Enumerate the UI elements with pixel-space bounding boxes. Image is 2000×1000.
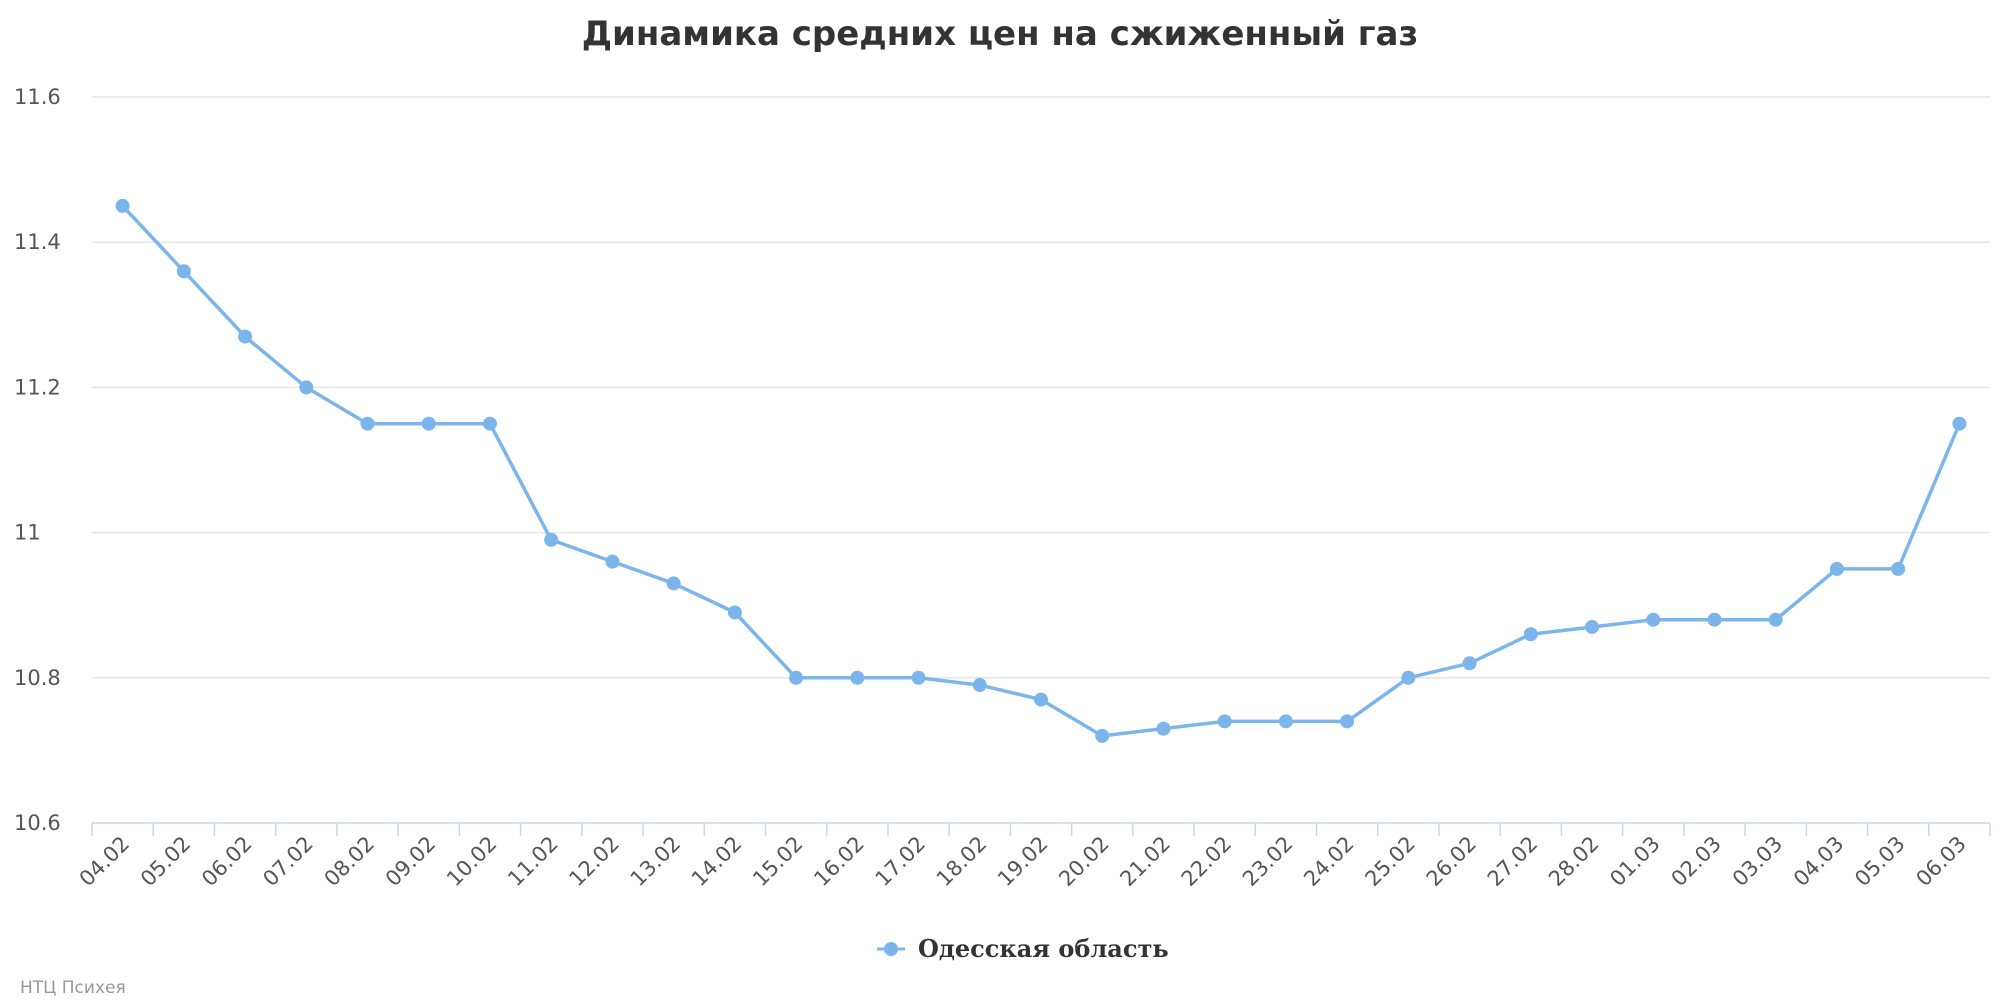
data-point[interactable] (1952, 416, 1967, 431)
x-tick-label: 17.02 (871, 832, 930, 891)
data-point[interactable] (1401, 670, 1416, 685)
x-tick-label: 15.02 (748, 832, 807, 891)
series-odessa[interactable] (115, 198, 1967, 743)
data-point[interactable] (1707, 612, 1722, 627)
x-tick-label: 18.02 (932, 832, 991, 891)
x-tick-label: 05.02 (136, 832, 195, 891)
data-point[interactable] (1646, 612, 1661, 627)
x-tick-label: 04.03 (1789, 832, 1848, 891)
series-line[interactable] (120, 204, 1962, 738)
data-point[interactable] (972, 678, 987, 693)
credit-label[interactable]: НТЦ Психея (20, 978, 126, 998)
data-point[interactable] (666, 576, 681, 591)
data-point[interactable] (115, 198, 130, 213)
x-tick-label: 21.02 (1116, 832, 1175, 891)
x-tick-label: 09.02 (381, 832, 440, 891)
y-tick-label: 11.4 (14, 230, 61, 254)
x-tick-label: 23.02 (1238, 832, 1297, 891)
data-point[interactable] (850, 670, 865, 685)
legend-label[interactable]: Одесская область (918, 934, 1169, 963)
grid-lines (92, 96, 1990, 679)
data-point[interactable] (1217, 714, 1232, 729)
data-point[interactable] (1523, 627, 1538, 642)
x-tick-label: 10.02 (442, 832, 501, 891)
data-point[interactable] (605, 554, 620, 569)
x-tick-label: 07.02 (258, 832, 317, 891)
data-point[interactable] (1034, 692, 1048, 707)
chart-title: Динамика средних цен на сжиженный газ (582, 14, 1419, 54)
x-tick-label: 02.03 (1667, 832, 1726, 891)
x-tick-label: 08.02 (320, 832, 379, 891)
data-point[interactable] (544, 532, 559, 547)
data-point[interactable] (482, 416, 497, 431)
data-point[interactable] (238, 329, 253, 344)
x-tick-label: 26.02 (1422, 832, 1481, 891)
y-tick-label: 10.6 (14, 811, 61, 835)
x-tick-label: 11.02 (503, 832, 562, 891)
y-tick-label: 11 (14, 521, 41, 545)
x-tick-label: 16.02 (809, 832, 868, 891)
x-tick-label: 20.02 (1054, 832, 1113, 891)
data-point[interactable] (1585, 619, 1600, 634)
x-tick-label: 24.02 (1299, 832, 1358, 891)
x-tick-label: 14.02 (687, 832, 746, 891)
x-tick-label: 04.02 (75, 832, 134, 891)
data-point[interactable] (1340, 714, 1355, 729)
x-tick-label: 13.02 (626, 832, 685, 891)
x-tick-label: 05.03 (1850, 832, 1909, 891)
data-point[interactable] (911, 670, 926, 685)
y-axis: 10.6 10.8 11 11.2 11.4 11.6 (14, 85, 61, 835)
data-point[interactable] (176, 264, 191, 279)
data-point[interactable] (1095, 728, 1110, 743)
x-tick-label: 01.03 (1605, 832, 1664, 891)
x-tick-label: 28.02 (1544, 832, 1603, 891)
x-tick-label: 06.03 (1911, 832, 1970, 891)
data-point[interactable] (1829, 561, 1844, 576)
data-point[interactable] (1891, 561, 1906, 576)
data-point[interactable] (1278, 714, 1293, 729)
x-tick-label: 12.02 (564, 832, 623, 891)
data-point[interactable] (299, 380, 314, 395)
y-tick-label: 11.6 (14, 85, 61, 109)
legend-marker-icon (884, 942, 898, 956)
legend[interactable]: Одесская область (877, 934, 1169, 963)
x-tick-label: 19.02 (993, 832, 1052, 891)
data-point[interactable] (1768, 612, 1783, 627)
y-tick-label: 11.2 (14, 375, 61, 399)
data-point[interactable] (421, 416, 436, 431)
x-tick-label: 27.02 (1483, 832, 1542, 891)
data-point[interactable] (1462, 656, 1477, 671)
data-point[interactable] (1156, 721, 1171, 736)
data-point[interactable] (789, 670, 804, 685)
x-tick-label: 25.02 (1360, 832, 1419, 891)
x-axis: 04.02 05.02 06.02 07.02 08.02 09.02 10.02 11.02… (75, 822, 1991, 891)
x-tick-label: 03.03 (1728, 832, 1787, 891)
x-tick-label: 22.02 (1177, 832, 1236, 891)
y-tick-label: 10.8 (14, 666, 61, 690)
data-point[interactable] (727, 605, 742, 620)
x-tick-label: 06.02 (197, 832, 256, 891)
data-point[interactable] (360, 416, 375, 431)
